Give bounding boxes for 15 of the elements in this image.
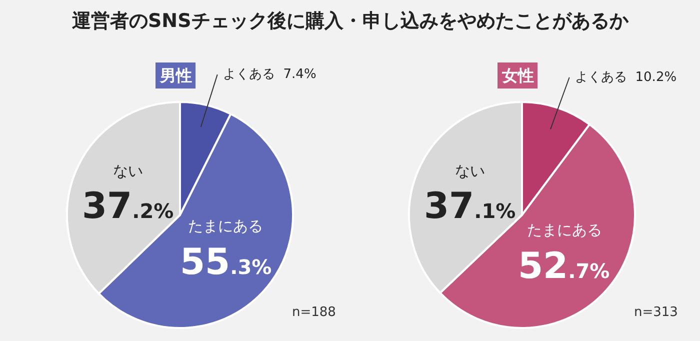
chart-subtitle: 男性 (159, 66, 192, 85)
slice-label: ない (113, 162, 143, 180)
data-label: 37.1% (424, 186, 516, 227)
text: n=188 (292, 305, 336, 320)
slice-label: よくある 7.4% (223, 67, 316, 82)
slice-label: たまにある (527, 221, 602, 239)
slice-label: たまにある (188, 217, 263, 235)
chart-subtitle: 女性 (501, 66, 534, 85)
slice-label: ない (455, 162, 485, 180)
data-label: 37.2% (82, 186, 174, 227)
chart-title: 運営者のSNSチェック後に購入・申し込みをやめたことがあるか (71, 10, 630, 32)
data-label: 52.7% (518, 246, 610, 287)
text: n=313 (634, 305, 678, 320)
data-label: 55.3% (180, 242, 272, 283)
slice-label: よくある 10.2% (575, 70, 677, 85)
